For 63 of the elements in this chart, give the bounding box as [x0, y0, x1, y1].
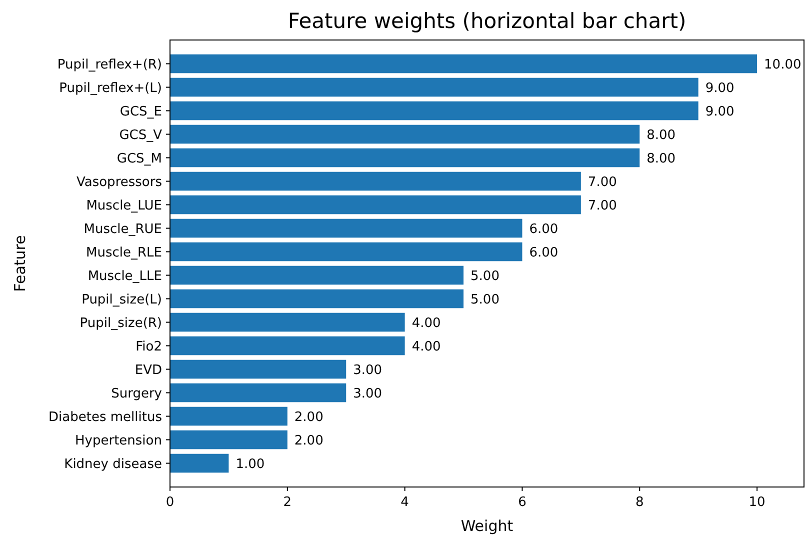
- data-label: 3.00: [353, 386, 382, 402]
- bar: [170, 312, 405, 332]
- bar: [170, 101, 698, 120]
- bar: [170, 406, 288, 426]
- bar: [170, 124, 640, 144]
- bar: [170, 430, 288, 450]
- y-tick-label: EVD: [134, 362, 162, 378]
- y-tick-label: GCS_M: [116, 151, 162, 166]
- x-tick-label: 6: [518, 495, 526, 510]
- y-tick-label: Pupil_size(R): [80, 316, 162, 331]
- y-tick-label: Surgery: [111, 386, 162, 402]
- bar: [170, 360, 346, 379]
- data-label: 5.00: [470, 268, 500, 284]
- bar: [170, 454, 229, 473]
- x-tick-label: 10: [748, 495, 766, 510]
- chart-title: Feature weights (horizontal bar chart): [288, 9, 686, 33]
- data-label: 10.00: [764, 57, 802, 72]
- bar: [170, 172, 581, 191]
- y-tick-label: Pupil_reflex+(L): [59, 80, 162, 96]
- data-label: 1.00: [236, 456, 265, 472]
- x-tick-label: 8: [635, 495, 644, 510]
- y-tick-label: Pupil_reflex+(R): [57, 57, 162, 72]
- data-label: 4.00: [412, 339, 441, 354]
- data-label: 8.00: [646, 128, 676, 143]
- bar: [170, 242, 522, 262]
- y-tick-label: Vasopressors: [76, 174, 162, 190]
- bar: [170, 336, 405, 356]
- x-tick-label: 4: [400, 495, 409, 510]
- data-label: 9.00: [705, 104, 734, 120]
- y-tick-label: Muscle_LLE: [88, 268, 162, 284]
- y-tick-label: GCS_E: [120, 104, 162, 120]
- y-tick-label: Pupil_size(L): [82, 292, 162, 308]
- y-tick-label: GCS_V: [119, 128, 162, 143]
- y-tick-label: Hypertension: [75, 433, 162, 448]
- data-label: 3.00: [353, 362, 382, 378]
- x-tick-label: 0: [166, 495, 174, 510]
- bar: [170, 54, 758, 74]
- y-tick-label: Muscle_LUE: [86, 198, 162, 214]
- bar: [170, 218, 522, 238]
- bar: [170, 289, 464, 308]
- y-tick-label: Diabetes mellitus: [48, 410, 162, 425]
- x-axis-title: Weight: [460, 517, 514, 535]
- y-axis-title: Feature: [11, 235, 29, 292]
- data-label: 2.00: [294, 433, 324, 448]
- bar: [170, 78, 698, 97]
- data-label: 6.00: [529, 222, 558, 237]
- bar: [170, 266, 464, 285]
- data-label: 7.00: [588, 174, 617, 190]
- data-label: 2.00: [294, 410, 324, 425]
- y-tick-label: Muscle_RUE: [84, 222, 162, 237]
- data-label: 4.00: [412, 316, 441, 331]
- x-tick-label: 2: [283, 495, 292, 510]
- bar: [170, 383, 346, 402]
- data-label: 7.00: [588, 198, 617, 214]
- bar: [170, 148, 640, 168]
- y-tick-label: Muscle_RLE: [86, 245, 162, 260]
- data-label: 9.00: [705, 80, 734, 96]
- y-tick-label: Fio2: [136, 339, 162, 354]
- data-label: 5.00: [470, 292, 500, 308]
- data-label: 8.00: [646, 151, 676, 166]
- y-tick-label: Kidney disease: [64, 456, 162, 472]
- bar: [170, 195, 581, 214]
- data-label: 6.00: [529, 245, 558, 260]
